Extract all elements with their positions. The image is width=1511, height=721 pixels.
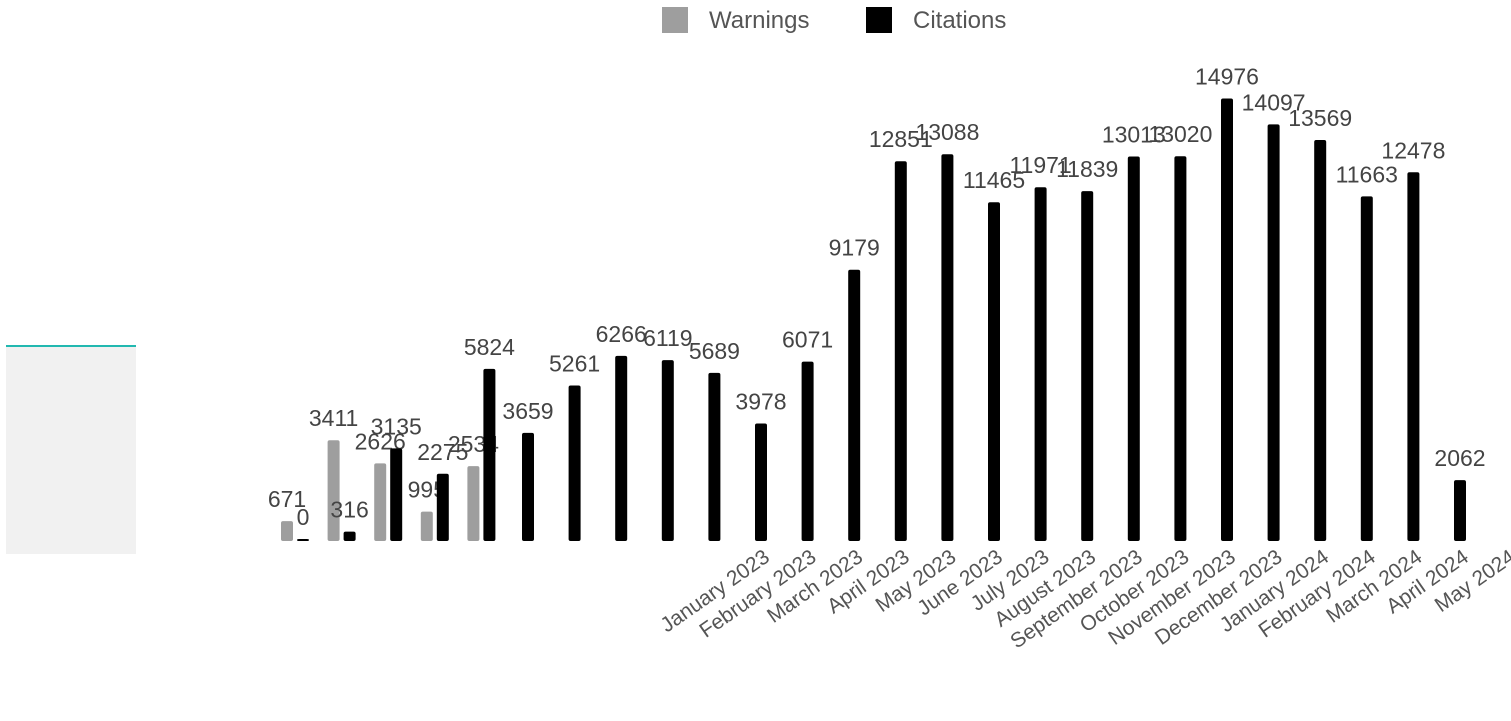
citations-bar-13 [894,161,907,541]
citations-value-label-6: 5261 [549,351,600,377]
citations-value-label-20: 14976 [1195,63,1259,89]
citations-bar-20 [1221,98,1233,541]
citations-value-label-24: 12478 [1381,137,1445,163]
citations-bar-0 [297,539,309,541]
citations-bar-5 [522,432,534,541]
citations-value-label-11: 6071 [782,327,833,353]
citations-bar-4 [483,368,496,541]
citations-bar-17 [1081,191,1094,541]
citations-value-label-23: 11663 [1336,161,1398,187]
warnings-value-label-1: 3411 [309,405,358,431]
citations-bar-21 [1267,124,1280,541]
legend-swatch-warnings [662,7,688,33]
citations-bar-7 [615,355,628,541]
citations-value-label-9: 5689 [689,338,740,364]
citations-value-label-0: 0 [297,504,310,530]
citations-bar-15 [988,202,1000,541]
citations-value-label-2: 3135 [371,413,422,439]
warnings-bar-0 [281,521,293,541]
citations-bar-3 [436,473,449,541]
citations-bar-24 [1407,172,1420,542]
citations-value-label-4: 5824 [464,334,515,360]
citations-value-label-1: 316 [330,497,368,523]
citations-value-label-22: 13569 [1288,105,1352,131]
citations-value-label-18: 13013 [1102,121,1166,147]
citations-bar-14 [941,154,954,541]
citations-bar-22 [1314,140,1327,541]
citations-value-label-21: 14097 [1242,89,1306,115]
citations-value-label-16: 11971 [1009,152,1071,178]
citations-bar-10 [755,423,767,541]
citations-value-label-10: 3978 [735,388,786,414]
side-panel [6,345,136,554]
citations-bar-9 [708,372,721,541]
citations-bar-18 [1127,156,1140,542]
citations-bar-12 [848,269,861,541]
warnings-bar-3 [420,511,433,541]
warnings-value-label-0: 671 [268,486,306,512]
citations-value-label-17: 11839 [1056,156,1118,182]
citations-value-label-7: 6266 [596,321,647,347]
citations-value-label-14: 13088 [915,119,979,145]
citations-value-label-12: 9179 [829,235,880,261]
citations-bar-19 [1174,156,1187,541]
citations-value-label-15: 11465 [963,167,1025,193]
warnings-bar-1 [327,440,340,541]
citations-value-label-5: 3659 [502,398,553,424]
citations-bar-25 [1454,480,1466,541]
citations-bar-23 [1360,196,1373,542]
citations-value-label-13: 12851 [869,126,933,152]
warnings-bar-4 [467,466,480,541]
citations-value-label-8: 6119 [643,325,692,351]
citations-value-label-25: 2062 [1434,445,1485,471]
legend-label-citations: Citations [913,7,1006,34]
citations-value-label-3: 2275 [417,439,468,465]
legend-swatch-citations [866,7,892,33]
citations-bar-8 [661,360,674,541]
citations-bar-6 [568,385,581,541]
warnings-bar-2 [374,463,387,541]
citations-bar-11 [801,361,814,541]
citations-bar-2 [390,448,403,541]
legend-label-warnings: Warnings [709,7,809,34]
citations-bar-1 [343,531,356,541]
citations-value-label-19: 13020 [1148,121,1212,147]
citations-bar-16 [1034,187,1047,541]
